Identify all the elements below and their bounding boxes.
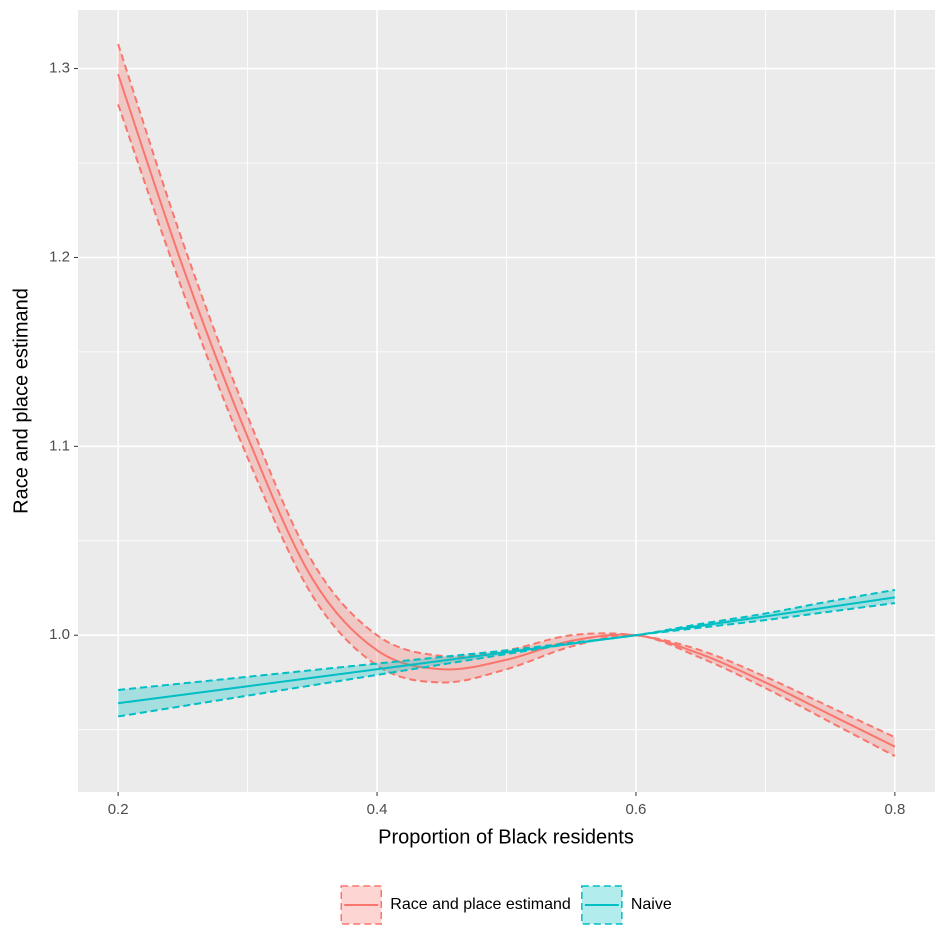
line (118, 596, 896, 705)
x-axis-title: Proportion of Black residents (378, 826, 634, 848)
x-tick-label: 0.4 (367, 801, 388, 818)
line (117, 73, 896, 748)
band-edge (118, 588, 896, 691)
y-tick-label: 1.3 (49, 60, 70, 77)
y-axis-title: Race and place estimand (10, 288, 32, 514)
y-tick-label: 1.2 (49, 248, 70, 265)
band-edge (117, 104, 896, 757)
band-edge (117, 43, 896, 739)
legend-label: Naive (631, 896, 672, 913)
y-tick-label: 1.1 (49, 437, 70, 454)
x-tick-label: 0.6 (626, 801, 647, 818)
band-edge (117, 602, 895, 718)
x-tick-label: 0.2 (108, 801, 129, 818)
x-tick-label: 0.8 (884, 801, 905, 818)
y-tick-label: 1.0 (49, 626, 70, 643)
legend-label: Race and place estimand (390, 896, 571, 913)
